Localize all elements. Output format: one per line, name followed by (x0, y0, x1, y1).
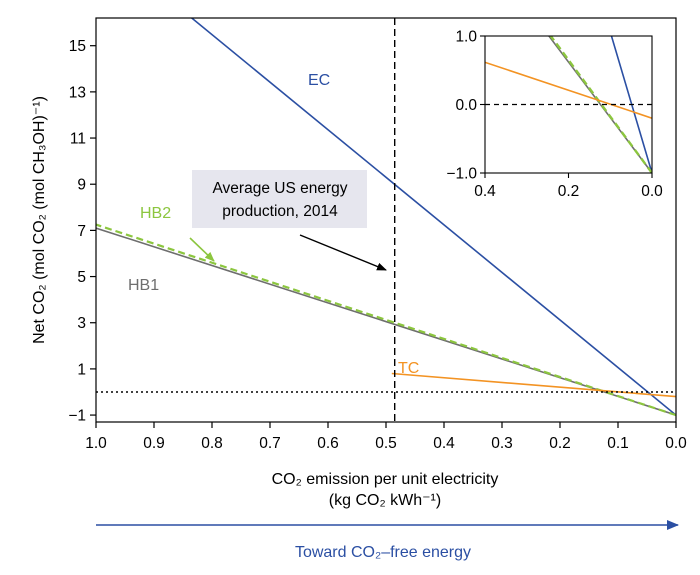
y-tick-label: 3 (77, 315, 86, 332)
x-tick-label: 0.6 (317, 435, 339, 452)
series-label-ec: EC (308, 72, 330, 89)
series-line-tc (391, 372, 676, 398)
inset-y-tick-label: 0.0 (455, 97, 477, 114)
series-label-hb1: HB1 (128, 277, 159, 294)
x-axis-label-line2: (kg CO₂ kWh⁻¹) (329, 492, 441, 509)
x-tick-label: 0.3 (491, 435, 513, 452)
inset-x-tick-label: 0.4 (474, 183, 496, 200)
inset-y-tick-label: −1.0 (446, 166, 477, 183)
y-tick-label: 7 (77, 223, 86, 240)
x-tick-label: 0.8 (201, 435, 223, 452)
y-tick-label: 13 (69, 84, 86, 101)
x-axis-label-line1: CO₂ emission per unit electricity (272, 471, 499, 488)
x-tick-label: 0.5 (375, 435, 397, 452)
series-line-ec (190, 18, 676, 416)
series-label-hb2: HB2 (140, 205, 171, 222)
x-tick-label: 0.1 (607, 435, 629, 452)
x-axis-ticks: 1.0 0.9 0.8 0.7 0.6 0.5 0.4 0.3 0.2 0.1 0.0 (85, 422, 687, 452)
inset-x-tick-label: 0.0 (641, 183, 663, 200)
x-tick-label: 0.7 (259, 435, 281, 452)
inset-x-tick-label: 0.2 (558, 183, 580, 200)
hb2-pointer-arrow (189, 237, 215, 262)
y-tick-label: 1 (77, 361, 86, 378)
y-tick-label: 11 (70, 131, 86, 148)
x-tick-label: 0.0 (665, 435, 687, 452)
annotation-pointer-arrow (299, 234, 387, 271)
x-tick-label: 1.0 (85, 435, 107, 452)
series-line-hb2 (96, 223, 676, 417)
inset-series-layer (485, 36, 652, 173)
reference-lines (96, 18, 676, 422)
y-axis-label: Net CO₂ (mol CO₂ (mol CH₃OH)⁻¹) (31, 96, 48, 344)
x-tick-label: 0.2 (549, 435, 571, 452)
x-tick-label: 0.9 (143, 435, 165, 452)
inset-y-tick-label: 1.0 (455, 29, 477, 46)
direction-arrow-caption: Toward CO₂–free energy (295, 544, 471, 561)
y-tick-label: 5 (77, 269, 86, 286)
y-tick-label: −1 (68, 408, 86, 425)
y-tick-label: 15 (69, 38, 86, 55)
y-tick-label: 9 (77, 177, 86, 194)
inset-series-line-tc (485, 61, 652, 119)
x-tick-label: 0.4 (433, 435, 455, 452)
main-series-layer (96, 18, 676, 417)
annotation-line2: production, 2014 (222, 203, 338, 220)
annotation-box (192, 170, 367, 228)
series-label-tc: TC (398, 360, 419, 377)
inset-ticks: 0.4 0.2 0.0 1.0 0.0 −1.0 (446, 29, 663, 201)
annotation-line1: Average US energy (213, 180, 348, 197)
